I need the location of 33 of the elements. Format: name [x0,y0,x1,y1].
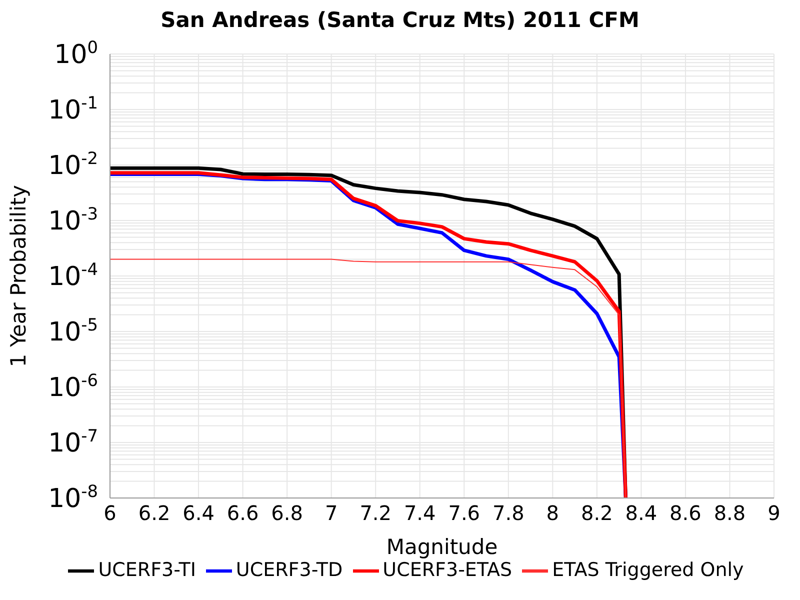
x-tick-label: 8.6 [670,501,702,526]
x-tick-label: 6.8 [271,501,303,526]
x-tick-label: 8.2 [581,501,613,526]
x-tick-label: 7 [324,501,338,526]
x-axis-title: Magnitude [386,535,498,559]
legend-label: UCERF3-TI [98,559,196,582]
y-tick-label: 10$^{-5}$ [48,314,98,348]
y-tick-label: 10$^{0}$ [54,37,98,70]
x-tick-label: 7.2 [360,501,392,526]
y-tick-label: 10$^{-3}$ [48,204,98,236]
x-tick-label: 7.6 [448,501,480,526]
y-axis-title: 1 Year Probability [6,184,30,368]
x-tick-label: 8.4 [625,501,658,526]
x-tick-label: 6.6 [226,501,259,526]
x-tick-label: 9 [768,501,780,526]
legend-label: ETAS Triggered Only [552,559,744,582]
x-tick-label: 6.2 [138,501,170,526]
x-tick-label: 8.8 [714,501,746,526]
y-tick-label: 10$^{-7}$ [48,426,98,458]
x-tick-label: 6 [104,501,116,526]
x-tick-label: 7.4 [404,501,436,526]
x-tick-label: 8 [546,501,560,526]
line-series [110,258,626,498]
y-tick-label: 10$^{-1}$ [48,92,98,126]
y-tick-label: 10$^{-2}$ [48,148,98,181]
x-tick-label: 7.8 [492,501,524,526]
legend-label: UCERF3-TD [236,559,343,582]
x-tick-label: 6.4 [182,501,214,526]
y-tick-label: 10$^{-6}$ [48,370,98,403]
legend-label: UCERF3-ETAS [382,559,512,582]
y-tick-label: 10$^{-4}$ [48,259,98,292]
y-tick-label: 10$^{-8}$ [48,481,98,514]
chart-title: San Andreas (Santa Cruz Mts) 2011 CFM [160,8,640,32]
